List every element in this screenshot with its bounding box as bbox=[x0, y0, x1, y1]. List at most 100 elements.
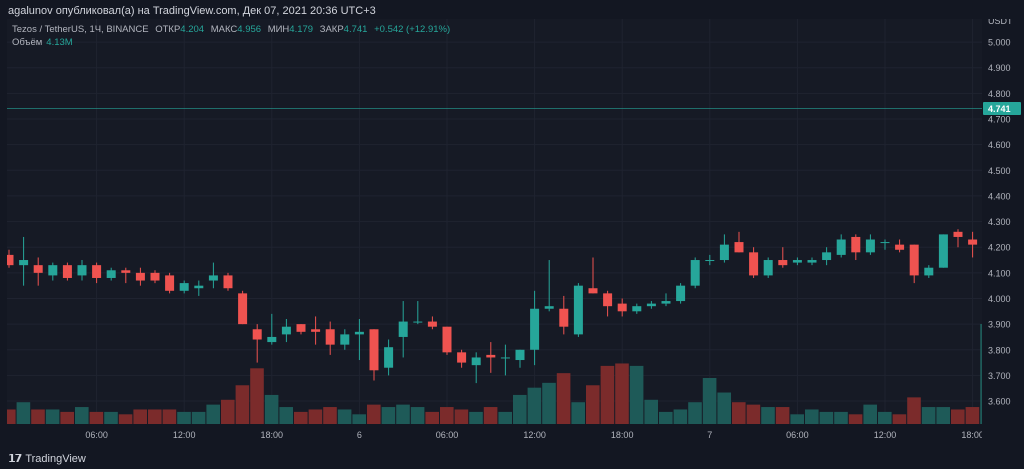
candle-body[interactable] bbox=[238, 293, 248, 325]
candle-body[interactable] bbox=[749, 252, 759, 276]
candle-body[interactable] bbox=[515, 349, 525, 361]
time-tick-label: 12:00 bbox=[173, 430, 196, 440]
price-tick-label: 3.600 bbox=[988, 397, 1011, 407]
volume-legend: Объём 4.13M bbox=[12, 37, 73, 48]
candle-body[interactable] bbox=[486, 354, 496, 358]
candle-body[interactable] bbox=[953, 231, 963, 237]
tradingview-logo[interactable]: 𝟭𝟳 TradingView bbox=[8, 452, 86, 465]
candle-body[interactable] bbox=[559, 308, 569, 327]
candle-body[interactable] bbox=[121, 270, 131, 273]
candle-body[interactable] bbox=[398, 321, 408, 337]
candle-body[interactable] bbox=[150, 272, 160, 281]
candle-body[interactable] bbox=[807, 260, 817, 263]
candle-body[interactable] bbox=[471, 357, 481, 366]
volume-bar bbox=[294, 411, 308, 424]
volume-bar bbox=[819, 411, 834, 424]
candle-body[interactable] bbox=[909, 244, 919, 276]
candle-body[interactable] bbox=[48, 265, 58, 276]
candle-body[interactable] bbox=[62, 265, 72, 278]
candle-body[interactable] bbox=[457, 352, 467, 363]
volume-bar bbox=[191, 411, 206, 424]
candle-body[interactable] bbox=[734, 242, 744, 253]
volume-bar bbox=[323, 407, 337, 424]
volume-bar bbox=[206, 404, 220, 424]
volume-bar bbox=[367, 404, 381, 424]
candle-body[interactable] bbox=[530, 308, 540, 350]
candle-body[interactable] bbox=[603, 293, 613, 307]
candle-body[interactable] bbox=[223, 275, 233, 289]
candle-body[interactable] bbox=[924, 267, 934, 276]
candle-body[interactable] bbox=[588, 288, 598, 294]
candle-body[interactable] bbox=[281, 326, 291, 335]
volume-bar bbox=[921, 407, 936, 424]
candle-body[interactable] bbox=[968, 239, 978, 245]
price-tick-label: 4.700 bbox=[988, 115, 1011, 125]
candle-body[interactable] bbox=[778, 260, 788, 266]
candle-body[interactable] bbox=[500, 357, 510, 359]
candle-body[interactable] bbox=[208, 275, 218, 281]
volume-bar bbox=[162, 409, 177, 424]
candle-body[interactable] bbox=[354, 331, 364, 335]
candle-body[interactable] bbox=[252, 329, 262, 340]
candle-body[interactable] bbox=[544, 306, 554, 309]
volume-bar bbox=[688, 402, 702, 424]
candle-body[interactable] bbox=[384, 347, 394, 368]
candle-body[interactable] bbox=[646, 303, 656, 307]
candle-body[interactable] bbox=[880, 242, 890, 244]
price-axis[interactable]: 3.600 3.700 3.800 3.900 4.000 4.100 4.200 4.300… bbox=[982, 19, 1024, 447]
candle-body[interactable] bbox=[369, 329, 379, 371]
candle-body[interactable] bbox=[617, 303, 627, 312]
candle-body[interactable] bbox=[690, 260, 700, 286]
candle-body[interactable] bbox=[705, 260, 715, 262]
volume-bar bbox=[469, 411, 483, 424]
volume-bar bbox=[746, 404, 761, 424]
volume-bar bbox=[702, 377, 717, 424]
candle-body[interactable] bbox=[179, 283, 189, 291]
candle-body[interactable] bbox=[19, 260, 29, 266]
candle-body[interactable] bbox=[106, 270, 116, 278]
candle-body[interactable] bbox=[296, 324, 306, 332]
candle-body[interactable] bbox=[895, 244, 905, 250]
candle-body[interactable] bbox=[165, 275, 175, 291]
candle-body[interactable] bbox=[325, 329, 335, 345]
candle-body[interactable] bbox=[632, 306, 642, 312]
volume-bar bbox=[337, 409, 352, 424]
candle-body[interactable] bbox=[135, 272, 145, 281]
candle-body[interactable] bbox=[763, 260, 773, 276]
candle-body[interactable] bbox=[573, 285, 583, 335]
candle-body[interactable] bbox=[938, 234, 948, 268]
candle-body[interactable] bbox=[77, 265, 87, 276]
volume-bar bbox=[381, 407, 396, 424]
candle-body[interactable] bbox=[340, 334, 350, 345]
time-axis[interactable]: 06:00 12:00 18:00 6 06:00 12:00 18:00 7 06:00 12:… bbox=[7, 424, 982, 446]
price-tick-label: 4.100 bbox=[988, 268, 1011, 278]
volume-bar bbox=[454, 409, 469, 424]
volume-bar bbox=[790, 414, 804, 424]
candle-body[interactable] bbox=[427, 321, 437, 327]
candle-body[interactable] bbox=[851, 236, 861, 253]
candle-body[interactable] bbox=[865, 239, 875, 253]
candle-body[interactable] bbox=[311, 329, 321, 332]
time-tick-label: 12:00 bbox=[523, 430, 546, 440]
candle-body[interactable] bbox=[92, 265, 102, 278]
candle-body[interactable] bbox=[661, 301, 671, 304]
candle-body[interactable] bbox=[822, 252, 832, 261]
candle-body[interactable] bbox=[836, 239, 846, 255]
candle-body[interactable] bbox=[33, 265, 43, 273]
candlestick-chart[interactable] bbox=[7, 19, 982, 424]
time-tick-label: 06:00 bbox=[786, 430, 809, 440]
price-tick-label: 4.000 bbox=[988, 294, 1011, 304]
candle-body[interactable] bbox=[413, 321, 423, 323]
candle-body[interactable] bbox=[7, 254, 14, 266]
volume-bar bbox=[629, 365, 644, 424]
candle-body[interactable] bbox=[267, 336, 277, 343]
volume-bar bbox=[951, 409, 965, 424]
candle-body[interactable] bbox=[719, 244, 729, 261]
candle-body[interactable] bbox=[792, 260, 802, 263]
candle-body[interactable] bbox=[194, 285, 204, 289]
symbol-text: Tezos / TetherUS, 1Ч, BINANCE bbox=[12, 24, 149, 35]
candle-body[interactable] bbox=[676, 285, 686, 302]
chart-plot-area[interactable] bbox=[7, 19, 982, 424]
close-value: 4.741 bbox=[343, 24, 368, 35]
candle-body[interactable] bbox=[442, 326, 452, 353]
